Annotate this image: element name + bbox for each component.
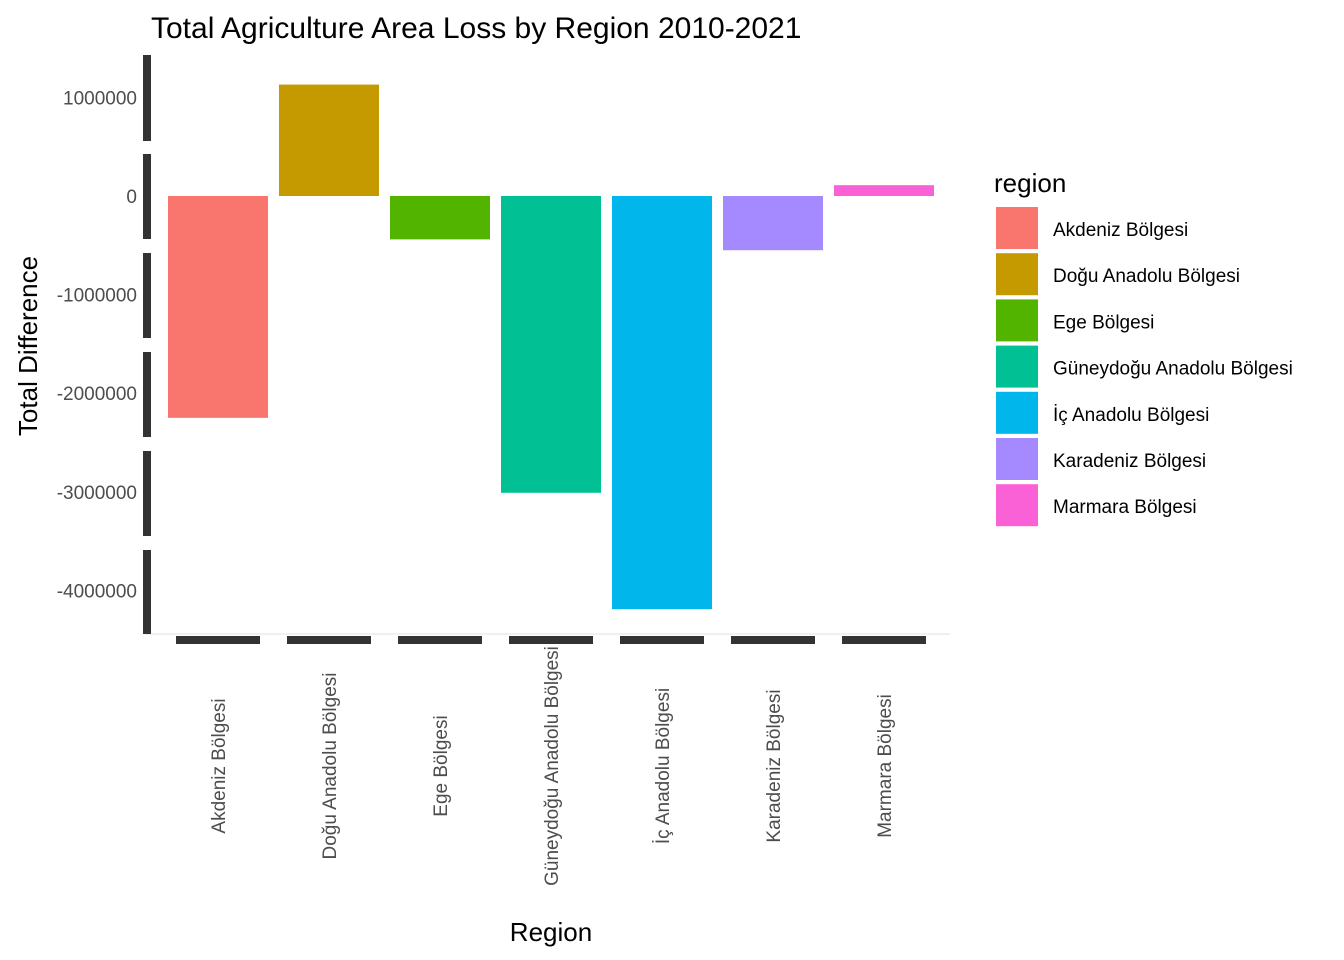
plot-area: 1000000 0 -1000000 -2000000 -3000000 -4000000… <box>57 55 950 886</box>
legend-label: Akdeniz Bölgesi <box>1053 220 1188 241</box>
legend-label: Güneydoğu Anadolu Bölgesi <box>1053 359 1293 380</box>
bar <box>390 196 490 240</box>
y-tick-label: -1000000 <box>57 286 137 307</box>
x-axis-segment <box>287 636 371 644</box>
x-tick-label: Güneydoğu Anadolu Bölgesi <box>542 646 563 886</box>
legend-key <box>996 391 1038 434</box>
legend-label: Ege Bölgesi <box>1053 312 1154 333</box>
legend-label: Marmara Bölgesi <box>1053 497 1197 518</box>
legend-label: Doğu Anadolu Bölgesi <box>1053 266 1240 287</box>
y-tick-label: -3000000 <box>57 483 137 504</box>
x-tick-label: Doğu Anadolu Bölgesi <box>320 673 341 860</box>
y-axis-segment <box>143 451 151 536</box>
bar <box>612 196 712 610</box>
x-axis-segment <box>620 636 704 644</box>
y-tick-label: 1000000 <box>63 88 137 109</box>
x-tick-label: Marmara Bölgesi <box>875 694 896 838</box>
y-tick-label: 0 <box>126 187 137 208</box>
legend-key <box>996 207 1038 249</box>
x-axis-segment <box>509 636 593 644</box>
x-axis-segment <box>842 636 926 644</box>
x-axis-segment <box>731 636 815 644</box>
bar <box>279 84 379 196</box>
y-axis-title: Total Difference <box>13 256 43 436</box>
x-tick-label: Akdeniz Bölgesi <box>209 698 230 833</box>
bar <box>723 196 823 251</box>
legend-key <box>996 484 1038 527</box>
y-axis-segment <box>143 253 151 338</box>
y-axis-segment <box>143 55 151 141</box>
x-tick-label: İç Anadolu Bölgesi <box>653 688 674 844</box>
y-axis-segment <box>143 550 151 634</box>
x-axis-segment <box>398 636 482 644</box>
legend-key <box>996 438 1038 480</box>
y-axis-segment <box>143 154 151 239</box>
y-tick-label: -4000000 <box>57 581 137 602</box>
x-axis-segment <box>176 636 260 644</box>
legend-key <box>996 253 1038 296</box>
x-tick-label: Karadeniz Bölgesi <box>764 689 785 842</box>
bar <box>834 185 934 196</box>
y-axis-segment <box>143 352 151 437</box>
legend-key <box>996 345 1038 388</box>
x-tick-label: Ege Bölgesi <box>431 715 452 816</box>
legend-key <box>996 299 1038 342</box>
y-tick-label: -2000000 <box>57 384 137 405</box>
chart-title: Total Agriculture Area Loss by Region 20… <box>151 12 801 45</box>
legend-label: İç Anadolu Bölgesi <box>1053 405 1209 426</box>
bar <box>501 196 601 493</box>
legend: region Akdeniz Bölgesi Doğu Anadolu Bölge… <box>994 168 1293 527</box>
legend-title: region <box>994 168 1066 198</box>
bar <box>168 196 268 418</box>
x-axis-title: Region <box>510 917 592 947</box>
legend-label: Karadeniz Bölgesi <box>1053 451 1206 472</box>
